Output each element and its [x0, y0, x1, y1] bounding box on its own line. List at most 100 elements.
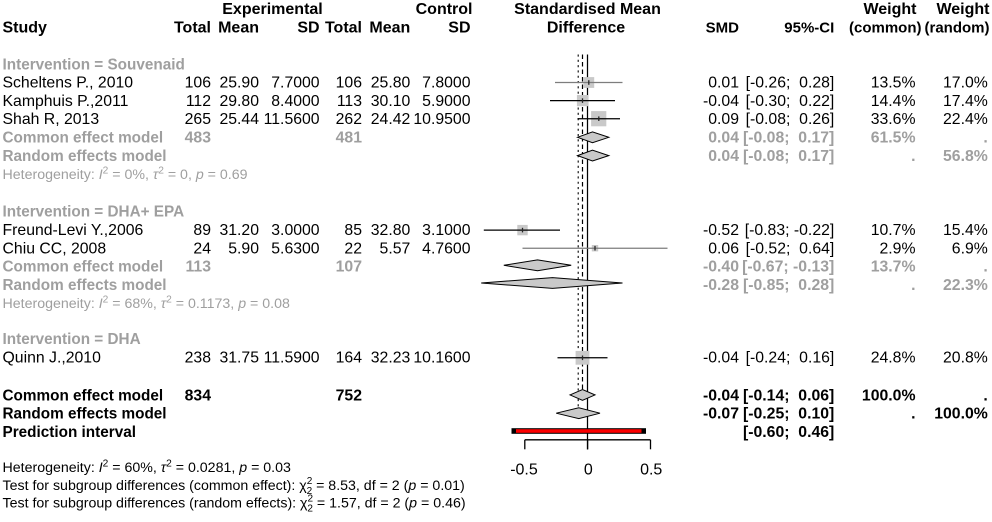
svg-text:56.8%: 56.8% [943, 148, 988, 165]
svg-text:Experimental: Experimental [222, 1, 322, 18]
svg-text:[-0.85; 0.28]: [-0.85; 0.28] [743, 277, 834, 294]
svg-text:(random): (random) [925, 20, 990, 37]
svg-text:-0.5: -0.5 [510, 461, 538, 478]
svg-text:Heterogeneity: I2 = 0%, τ2 = 0: Heterogeneity: I2 = 0%, τ2 = 0, p = 0.69 [3, 166, 248, 184]
svg-text:10.7%: 10.7% [871, 222, 916, 239]
svg-text:[-0.14; 0.06]: [-0.14; 0.06] [743, 387, 834, 404]
svg-text:Mean: Mean [369, 20, 410, 37]
svg-text:Weight: Weight [936, 1, 990, 18]
svg-text:0: 0 [584, 461, 593, 478]
svg-text:31.75: 31.75 [219, 349, 259, 366]
svg-text:Kamphuis P.,2011: Kamphuis P.,2011 [3, 93, 129, 110]
svg-text:-0.40: -0.40 [703, 259, 739, 276]
svg-text:10.1600: 10.1600 [413, 349, 470, 366]
svg-text:481: 481 [336, 130, 363, 147]
svg-text:Prediction interval: Prediction interval [3, 424, 136, 441]
svg-text:Test for subgroup differences: Test for subgroup differences (random ef… [3, 494, 466, 515]
svg-text:Intervention = DHA+ EPA: Intervention = DHA+ EPA [3, 204, 185, 221]
svg-text:32.23: 32.23 [371, 349, 411, 366]
svg-text:11.5900: 11.5900 [264, 349, 320, 366]
svg-text:[-0.25; 0.10]: [-0.25; 0.10] [743, 406, 834, 423]
svg-text:Common effect model: Common effect model [3, 387, 164, 404]
svg-text:Random effects model: Random effects model [3, 277, 167, 294]
svg-text:Study: Study [3, 20, 48, 37]
svg-text:33.6%: 33.6% [871, 111, 916, 128]
svg-text:100.0%: 100.0% [934, 406, 988, 423]
svg-text:Random effects model: Random effects model [3, 148, 167, 165]
svg-text:4.7600: 4.7600 [422, 240, 471, 257]
svg-text:7.8000: 7.8000 [422, 75, 471, 92]
svg-text:14.4%: 14.4% [871, 93, 916, 110]
svg-text:Total: Total [174, 20, 211, 37]
svg-text:0.04: 0.04 [708, 148, 739, 165]
svg-text:85: 85 [344, 222, 362, 239]
svg-text:0.5: 0.5 [640, 461, 662, 478]
svg-text:61.5%: 61.5% [871, 130, 916, 147]
svg-text:8.4000: 8.4000 [271, 93, 320, 110]
svg-text:[-0.52; 0.64]: [-0.52; 0.64] [746, 240, 835, 257]
svg-text:22: 22 [344, 240, 362, 257]
svg-text:0.04: 0.04 [708, 130, 739, 147]
svg-text:238: 238 [185, 349, 212, 366]
svg-text:[-0.08; 0.17]: [-0.08; 0.17] [743, 148, 834, 165]
svg-text:13.5%: 13.5% [871, 75, 916, 92]
svg-text:[-0.26; 0.28]: [-0.26; 0.28] [746, 75, 835, 92]
svg-text:5.6300: 5.6300 [271, 240, 320, 257]
svg-text:31.20: 31.20 [219, 222, 259, 239]
svg-text:Heterogeneity: I2 = 68%, τ2 =: Heterogeneity: I2 = 68%, τ2 = 0.1173, p … [3, 295, 290, 313]
svg-text:106: 106 [185, 75, 212, 92]
svg-text:100.0%: 100.0% [862, 387, 916, 404]
svg-text:95%-CI: 95%-CI [784, 20, 834, 37]
svg-text:Heterogeneity: I2 = 60%, τ2 =: Heterogeneity: I2 = 60%, τ2 = 0.0281, p … [3, 459, 292, 477]
svg-text:0.01: 0.01 [708, 75, 739, 92]
svg-text:5.9000: 5.9000 [422, 93, 471, 110]
svg-text:113: 113 [186, 259, 212, 276]
svg-text:Intervention = Souvenaid: Intervention = Souvenaid [3, 56, 185, 73]
svg-text:24.42: 24.42 [371, 111, 411, 128]
svg-text:29.80: 29.80 [219, 93, 259, 110]
svg-text:24: 24 [193, 240, 211, 257]
svg-text:Freund-Levi Y.,2006: Freund-Levi Y.,2006 [3, 222, 144, 239]
svg-text:.: . [983, 130, 987, 147]
svg-text:22.3%: 22.3% [943, 277, 988, 294]
svg-text:[-0.83; -0.22]: [-0.83; -0.22] [745, 222, 835, 239]
svg-text:22.4%: 22.4% [943, 111, 988, 128]
svg-text:17.0%: 17.0% [943, 75, 988, 92]
svg-text:262: 262 [336, 111, 362, 128]
svg-text:0.06: 0.06 [708, 240, 739, 257]
svg-text:-0.04: -0.04 [703, 93, 739, 110]
svg-text:-0.04: -0.04 [703, 387, 739, 404]
svg-text:10.9500: 10.9500 [413, 111, 470, 128]
svg-text:25.80: 25.80 [371, 75, 411, 92]
svg-text:30.10: 30.10 [371, 93, 411, 110]
svg-text:483: 483 [185, 130, 212, 147]
svg-text:[-0.08; 0.17]: [-0.08; 0.17] [743, 130, 834, 147]
svg-text:Difference: Difference [547, 20, 625, 37]
svg-text:5.57: 5.57 [380, 240, 411, 257]
svg-text:112: 112 [186, 93, 211, 110]
svg-text:265: 265 [185, 111, 212, 128]
svg-text:2.9%: 2.9% [879, 240, 915, 257]
svg-text:752: 752 [336, 387, 363, 404]
svg-text:5.90: 5.90 [228, 240, 259, 257]
svg-text:6.9%: 6.9% [952, 240, 988, 257]
svg-text:Mean: Mean [218, 20, 259, 37]
svg-text:.: . [911, 277, 915, 294]
svg-text:107: 107 [336, 259, 363, 276]
svg-text:89: 89 [193, 222, 211, 239]
svg-text:.: . [983, 387, 987, 404]
svg-text:113: 113 [337, 93, 362, 110]
svg-text:SMD: SMD [706, 20, 740, 37]
svg-text:[-0.24; 0.16]: [-0.24; 0.16] [746, 349, 835, 366]
svg-text:17.4%: 17.4% [943, 93, 988, 110]
svg-text:-0.52: -0.52 [703, 222, 739, 239]
svg-text:20.8%: 20.8% [943, 349, 988, 366]
svg-text:106: 106 [336, 75, 363, 92]
svg-text:[-0.67; -0.13]: [-0.67; -0.13] [742, 259, 834, 276]
svg-text:Test for subgroup differences: Test for subgroup differences (common ef… [3, 476, 465, 497]
svg-text:Scheltens P., 2010: Scheltens P., 2010 [3, 75, 134, 92]
svg-text:25.90: 25.90 [219, 75, 259, 92]
svg-text:-0.04: -0.04 [703, 349, 739, 366]
svg-text:-0.07: -0.07 [703, 406, 739, 423]
svg-text:.: . [983, 259, 987, 276]
